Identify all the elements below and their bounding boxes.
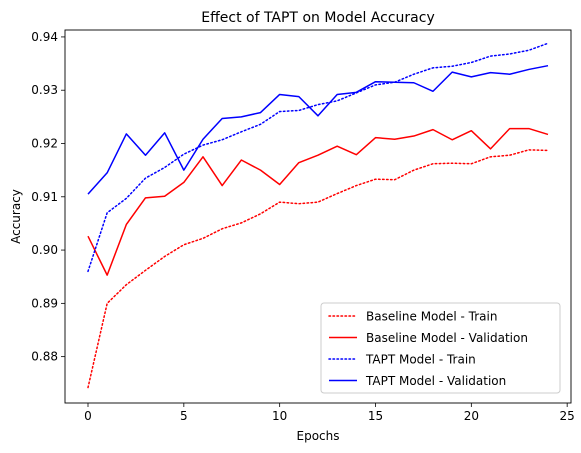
x-tick-label: 0 <box>84 409 92 423</box>
legend-label-tapt-model-validation: TAPT Model - Validation <box>365 374 506 388</box>
y-axis-label: Accuracy <box>9 189 23 244</box>
y-tick-label: 0.93 <box>31 83 58 97</box>
x-axis-label: Epochs <box>297 429 340 443</box>
y-tick-label: 0.90 <box>31 243 58 257</box>
legend-box <box>320 302 561 394</box>
x-tick-label: 25 <box>560 409 575 423</box>
x-tick-label: 5 <box>180 409 188 423</box>
y-tick-label: 0.92 <box>31 136 58 150</box>
legend-label-baseline-model-train: Baseline Model - Train <box>366 310 497 324</box>
legend: Baseline Model - Train Baseline Model - V… <box>320 302 561 394</box>
legend-label-baseline-model-validation: Baseline Model - Validation <box>366 331 528 345</box>
axis-ticks: 0 5 10 15 20 25 0.88 0.89 0.90 0.91 0.92 0.93 0.94 <box>31 30 575 423</box>
y-tick-label: 0.94 <box>31 30 58 44</box>
legend-label-tapt-model-train: TAPT Model - Train <box>365 353 476 367</box>
x-tick-label: 10 <box>272 409 287 423</box>
plot-area <box>87 42 549 389</box>
y-tick-label: 0.91 <box>31 190 58 204</box>
series-line-tapt-model-validation <box>87 64 549 195</box>
y-tick-label: 0.89 <box>31 296 58 310</box>
x-tick-label: 15 <box>368 409 383 423</box>
x-tick-label: 20 <box>464 409 479 423</box>
y-tick-label: 0.88 <box>31 350 58 364</box>
series-line-baseline-model-validation <box>87 127 549 276</box>
series-line-tapt-model-train <box>87 42 549 273</box>
axes-frame <box>64 29 572 404</box>
series-line-baseline-model-train <box>87 149 549 389</box>
chart-title: Effect of TAPT on Model Accuracy <box>201 10 434 26</box>
